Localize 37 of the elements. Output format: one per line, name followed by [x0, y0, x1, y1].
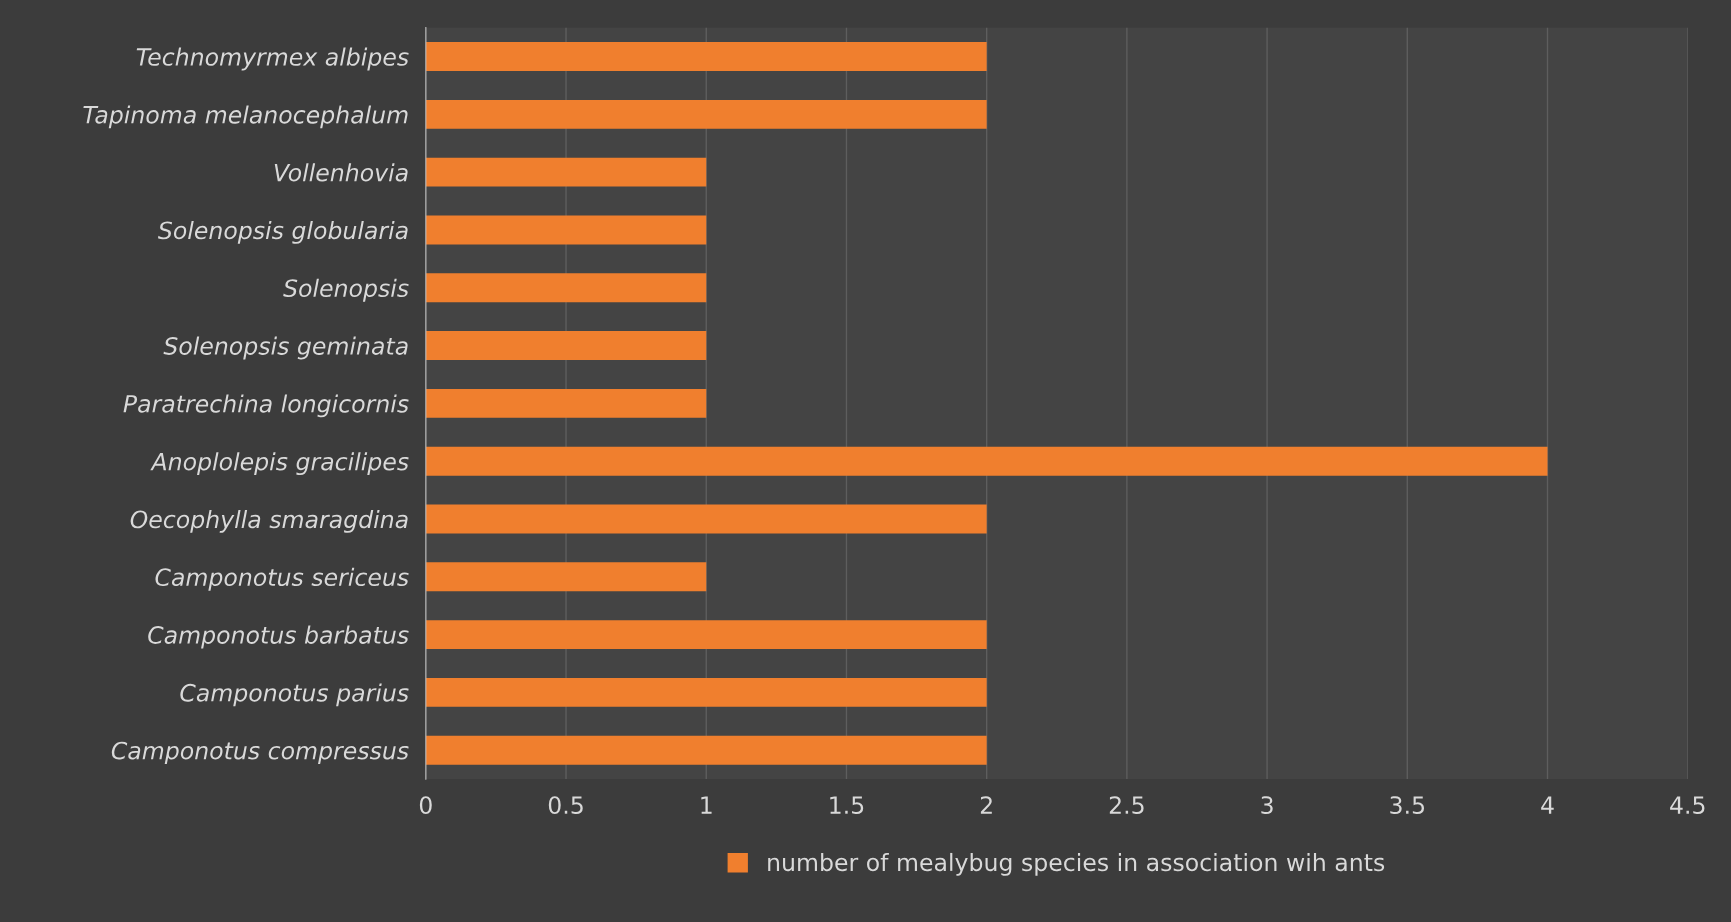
- bar: [425, 446, 1548, 476]
- bar: [425, 273, 707, 303]
- y-tick-label: Paratrechina longicornis: [123, 394, 409, 418]
- x-tick-label: 0: [419, 796, 432, 815]
- x-tick-label: 4: [1541, 796, 1554, 814]
- bar: [425, 42, 987, 72]
- bar: [425, 504, 987, 534]
- y-tick-label: Solenopsis globularia: [158, 221, 408, 244]
- y-tick-label: Camponotus compressus: [111, 741, 409, 765]
- x-tick-label: 2.5: [1109, 796, 1144, 815]
- bar: [425, 99, 987, 129]
- bar: [425, 735, 987, 765]
- x-tick-label: 1.5: [830, 796, 864, 815]
- y-tick-label: Oecophylla smaragdina: [130, 510, 408, 533]
- y-tick-label: Solenopsis geminata: [163, 336, 408, 360]
- y-tick-label: Vollenhovia: [274, 163, 408, 182]
- x-tick-label: 3.5: [1390, 796, 1425, 815]
- y-tick-label: Anoplolepis gracilipes: [150, 452, 409, 476]
- x-tick-label: 0.5: [548, 796, 583, 815]
- legend-label: number of mealybug species in association wih ants: [768, 852, 1385, 876]
- y-tick-label: Camponotus parius: [180, 683, 409, 707]
- y-tick-label: Camponotus barbatus: [148, 625, 409, 649]
- x-tick-label: 3: [1261, 796, 1273, 815]
- y-tick-label: Solenopsis: [283, 278, 409, 302]
- bar: [425, 331, 707, 361]
- x-tick-label: 4.5: [1670, 796, 1705, 815]
- y-tick-label: Camponotus sericeus: [155, 567, 409, 591]
- bar: [425, 677, 987, 707]
- bar: [425, 157, 707, 187]
- x-tick-label: 1: [701, 796, 712, 814]
- bar: [425, 388, 707, 418]
- y-tick-label: Technomyrmex albipes: [136, 47, 409, 71]
- bar: [425, 215, 707, 245]
- x-tick-label: 2: [980, 796, 992, 814]
- y-tick-label: Tapinoma melanocephalum: [83, 105, 408, 129]
- bar: [425, 620, 987, 650]
- bar: [425, 562, 707, 592]
